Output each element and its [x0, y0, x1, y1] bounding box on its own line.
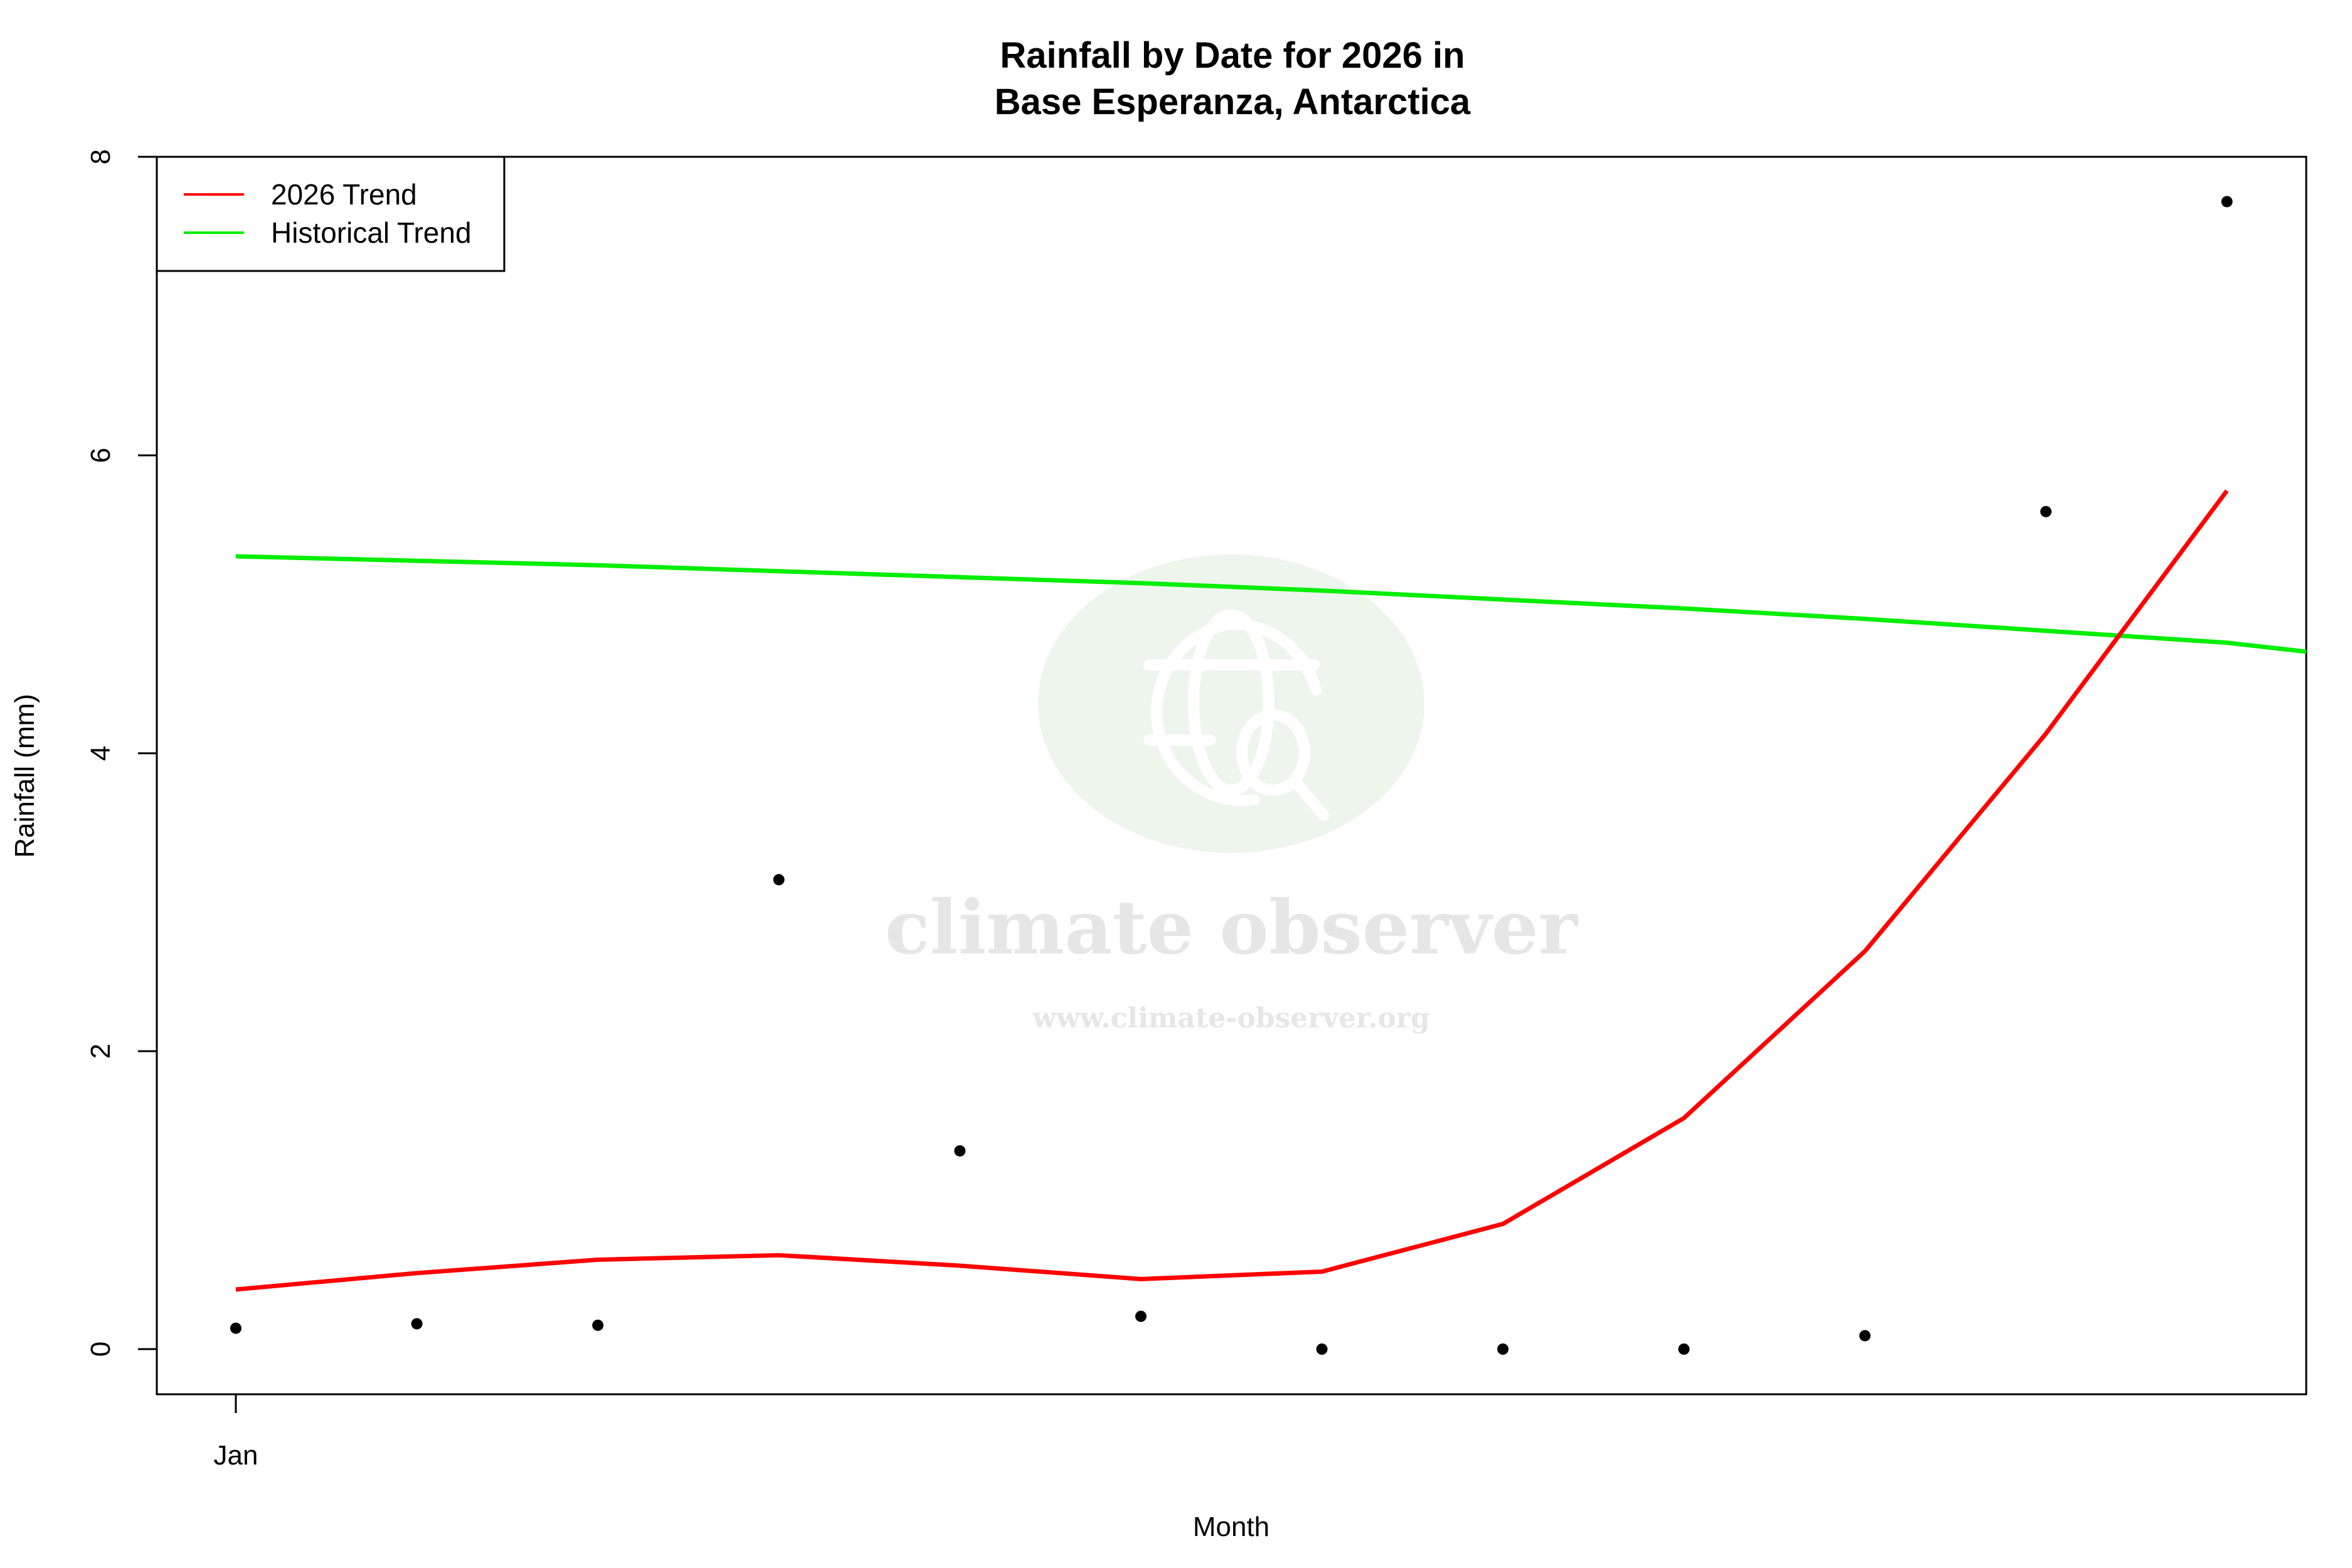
trend-2026-path — [235, 489, 2229, 1292]
legend-box — [156, 156, 506, 272]
y-axis — [138, 156, 157, 1350]
chart-title-line-2: Base Esperanza, Antarctica — [994, 82, 1471, 122]
y-tick-6: 6 — [85, 448, 116, 463]
x-axis-label: Month — [1192, 1512, 1270, 1542]
y-tick-8: 8 — [85, 149, 116, 164]
legend-label-historical-trend: Historical Trend — [271, 216, 472, 249]
watermark-badge — [1038, 554, 1424, 853]
data-point-apr — [773, 874, 785, 886]
y-tick-2: 2 — [85, 1044, 116, 1059]
y-tick-4: 4 — [85, 746, 116, 761]
chart-title-line-1: Rainfall by Date for 2026 in — [1000, 35, 1465, 76]
watermark: climate observer www.climate-observer.or… — [885, 554, 1579, 1034]
data-point-oct — [1859, 1330, 1871, 1342]
data-point-nov — [2040, 506, 2052, 517]
data-point-dec — [2221, 196, 2233, 208]
historical-trend-path — [235, 554, 2307, 654]
watermark-title: climate observer — [885, 884, 1579, 971]
y-tick-0: 0 — [85, 1342, 116, 1357]
legend-label-2026-trend: 2026 Trend — [271, 178, 417, 211]
observed-points — [230, 196, 2233, 1355]
historical-trend-line — [235, 554, 2307, 654]
data-point-may — [954, 1145, 966, 1157]
plot-area-border — [156, 156, 2307, 1396]
legend: 2026 Trend Historical Trend — [156, 156, 506, 272]
trend-2026-line — [235, 489, 2229, 1292]
data-point-jun — [1135, 1310, 1147, 1322]
watermark-url: www.climate-observer.org — [1032, 1002, 1430, 1034]
data-point-aug — [1497, 1343, 1509, 1355]
y-tick-labels: 0 2 4 6 8 — [85, 149, 116, 1357]
data-point-jan — [230, 1322, 241, 1334]
data-point-jul — [1316, 1343, 1328, 1355]
data-point-mar — [592, 1319, 604, 1331]
globe-search-icon — [1143, 609, 1329, 821]
x-tick-label-jan: Jan — [214, 1440, 258, 1471]
data-point-feb — [411, 1318, 423, 1330]
data-point-sep — [1678, 1343, 1690, 1355]
